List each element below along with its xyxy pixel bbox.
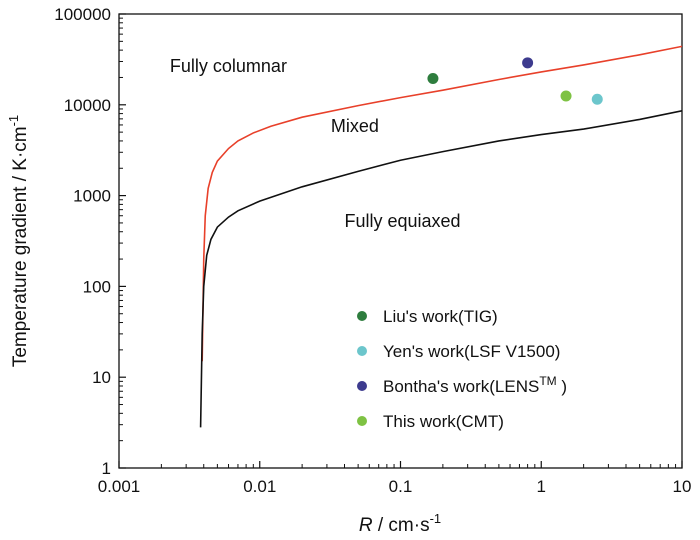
x-axis-exponent: -1 <box>430 511 442 526</box>
legend-marker <box>357 381 367 391</box>
boundary-curves <box>199 45 682 428</box>
y-axis-exponent: -1 <box>6 115 21 127</box>
equiaxed-boundary <box>199 109 682 428</box>
y-tick-label: 100 <box>83 277 111 296</box>
region-label: Fully equiaxed <box>344 211 460 231</box>
y-axis: 1 10 100 1000 10000 100000 <box>54 5 126 478</box>
data-point <box>427 72 439 84</box>
legend-label-superscript: TM <box>539 374 556 388</box>
region-label: Mixed <box>331 116 379 136</box>
x-axis-unit: / cm·s <box>373 515 430 536</box>
y-tick-label: 10000 <box>64 96 111 115</box>
y-tick-label: 100000 <box>54 5 111 24</box>
legend-label-suffix: ) <box>557 377 567 396</box>
legend-label-text: Bontha's work(LENS <box>383 377 539 396</box>
legend-label: Bontha's work(LENSTM ) <box>383 374 567 396</box>
legend-marker <box>357 346 367 356</box>
x-tick-label: 0.001 <box>98 477 141 496</box>
y-axis-title: Temperature gradient / K·cm-1 <box>6 115 31 367</box>
x-tick-label: 1 <box>537 477 546 496</box>
legend-label-text: Yen's work(LSF V1500) <box>383 342 560 361</box>
legend-label-text: Liu's work(TIG) <box>383 307 498 326</box>
data-points <box>427 57 603 105</box>
columnar-boundary <box>201 45 682 362</box>
y-tick-label: 1000 <box>73 187 111 206</box>
x-tick-label: 0.01 <box>243 477 276 496</box>
data-point <box>560 90 572 102</box>
data-point <box>522 57 534 69</box>
y-axis-text: Temperature gradient / K·cm <box>10 126 31 367</box>
plot-frame <box>118 13 683 469</box>
legend-marker <box>357 416 367 426</box>
x-axis: 0.001 0.01 0.1 1 10 <box>98 461 692 496</box>
x-axis-variable: R <box>359 515 373 536</box>
legend: Liu's work(TIG) Yen's work(LSF V1500) Bont… <box>357 307 567 431</box>
x-axis-title: R / cm·s-1 <box>359 511 441 536</box>
region-labels: Fully columnar Mixed Fully equiaxed <box>170 56 461 231</box>
region-label: Fully columnar <box>170 56 287 76</box>
y-tick-label: 1 <box>102 459 111 478</box>
legend-label: Yen's work(LSF V1500) <box>383 342 560 361</box>
legend-label: Liu's work(TIG) <box>383 307 498 326</box>
legend-label: This work(CMT) <box>383 412 504 431</box>
data-point <box>591 93 603 105</box>
legend-label-text: This work(CMT) <box>383 412 504 431</box>
y-tick-label: 10 <box>92 368 111 387</box>
legend-marker <box>357 311 367 321</box>
x-tick-label: 0.1 <box>389 477 413 496</box>
x-tick-label: 10 <box>673 477 692 496</box>
